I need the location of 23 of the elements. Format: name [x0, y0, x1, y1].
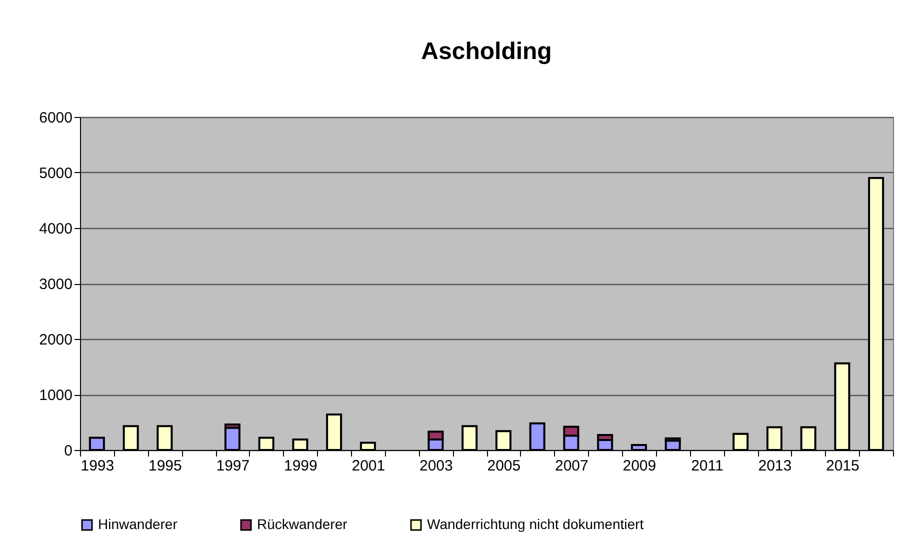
legend-label: Hinwanderer — [98, 516, 178, 532]
y-tick-label: 6000 — [39, 110, 72, 126]
x-tick-label: 1997 — [216, 458, 250, 474]
x-tick-label: 1995 — [148, 458, 182, 474]
x-tick-label: 2001 — [352, 458, 386, 474]
y-tick-label: 0 — [64, 442, 72, 460]
legend-label: Rückwanderer — [257, 516, 348, 532]
y-tick-label: 5000 — [39, 165, 72, 182]
x-tick-label: 2003 — [420, 458, 453, 474]
x-tick-label: 1999 — [284, 458, 318, 474]
x-tick-label: 2013 — [758, 458, 792, 474]
chart-title: Ascholding — [421, 38, 552, 65]
x-tick-label: 2009 — [622, 458, 656, 474]
y-tick-label: 1000 — [39, 387, 72, 404]
x-tick-label: 2007 — [555, 458, 588, 474]
x-tick-label: 2015 — [826, 458, 860, 474]
x-tick-label: 1993 — [80, 458, 114, 474]
x-tick-label: 2011 — [691, 458, 724, 474]
y-tick-label: 3000 — [39, 276, 72, 293]
y-tick-label: 4000 — [39, 220, 72, 238]
y-tick-label: 2000 — [39, 332, 72, 348]
legend-label: Wanderrichtung nicht dokumentiert — [427, 516, 644, 532]
x-tick-label: 2005 — [487, 458, 521, 474]
